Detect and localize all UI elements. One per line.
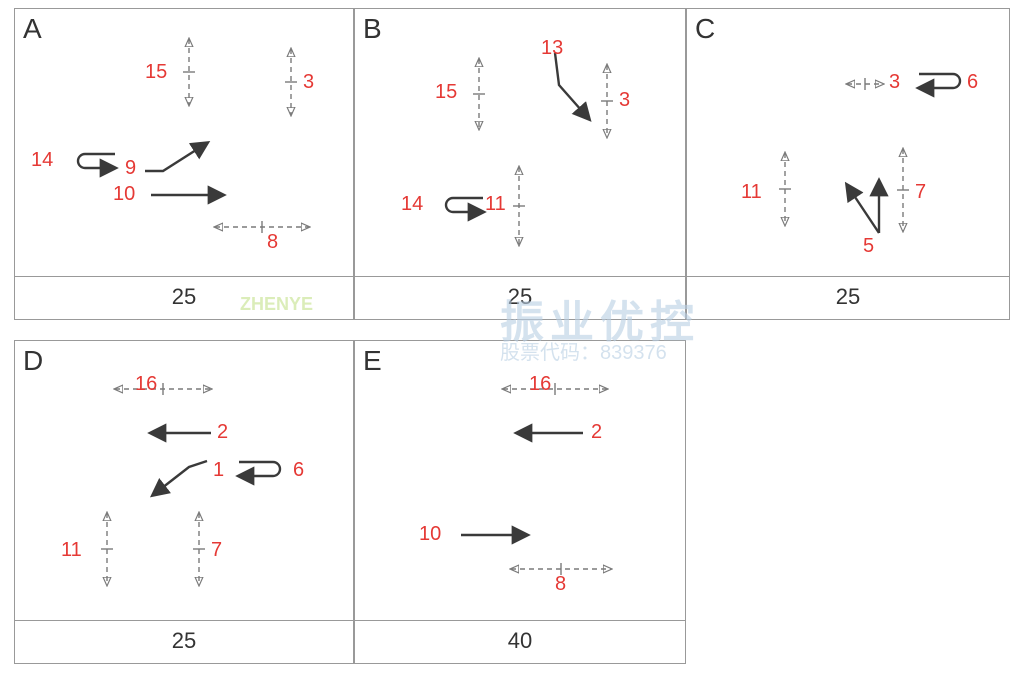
label-n2: 2 xyxy=(591,421,602,444)
panel-letter: D xyxy=(23,345,43,377)
arrow-diag_13 xyxy=(555,53,589,119)
arrow-va_11 xyxy=(101,513,113,585)
label-n11: 11 xyxy=(61,539,82,562)
label-n6: 6 xyxy=(967,71,978,94)
panel-body: A 15 3 14 9 10 8 xyxy=(15,9,353,277)
label-n6: 6 xyxy=(293,459,304,482)
panel-letter: B xyxy=(363,13,382,45)
arrow-uturn_6 xyxy=(239,462,280,476)
label-n2: 2 xyxy=(217,421,228,444)
panel-c: C 3 6 11 7 5 25 xyxy=(686,8,1010,320)
panel-body: B 13 15 3 14 11 xyxy=(355,9,685,277)
panel-d: D1621611725 xyxy=(14,340,354,664)
label-n10: 10 xyxy=(419,523,441,546)
panel-b: B 13 15 3 14 11 25 xyxy=(354,8,686,320)
label-n3: 3 xyxy=(889,71,900,94)
arrow-va_15 xyxy=(473,59,485,129)
arrow-uturn_14 xyxy=(78,154,115,168)
label-n3: 3 xyxy=(303,71,314,94)
panel-body: E 16 2 10 8 xyxy=(355,341,685,621)
label-n16: 16 xyxy=(135,373,157,396)
arrow-va_11 xyxy=(779,153,791,225)
arrow-uturn_6 xyxy=(919,74,960,88)
arrow-diag_5a xyxy=(847,185,879,233)
arrow-va_7 xyxy=(897,149,909,231)
label-n1: 1 xyxy=(213,459,224,482)
label-n11: 11 xyxy=(741,181,762,204)
label-n15: 15 xyxy=(145,61,167,84)
label-n7: 7 xyxy=(211,539,222,562)
arrow-diag_1 xyxy=(153,461,207,495)
label-n3: 3 xyxy=(619,89,630,112)
label-n5: 5 xyxy=(863,235,874,258)
panel-a: A 15 3 14 9 10 8 25 xyxy=(14,8,354,320)
panel-footer-value: 40 xyxy=(355,619,685,663)
label-n15: 15 xyxy=(435,81,457,104)
arrow-va_3 xyxy=(601,65,613,137)
panel-letter: A xyxy=(23,13,42,45)
arrow-uturn_14 xyxy=(446,198,483,212)
arrow-ha_8 xyxy=(215,221,309,233)
arrow-va_7 xyxy=(193,513,205,585)
label-n14: 14 xyxy=(401,193,423,216)
arrow-ha_16 xyxy=(503,383,607,395)
label-n14: 14 xyxy=(31,149,53,172)
label-n9: 9 xyxy=(125,157,136,180)
panel-e: E 16 2 10 8 40 xyxy=(354,340,686,664)
label-n8: 8 xyxy=(555,573,566,596)
arrow-va_11 xyxy=(513,167,525,245)
panel-footer-value: 25 xyxy=(355,275,685,319)
arrow-ha_16 xyxy=(115,383,211,395)
arrow-va_3 xyxy=(285,49,297,115)
arrow-diag_9 xyxy=(145,143,207,171)
panel-letter: E xyxy=(363,345,382,377)
panel-footer-value: 25 xyxy=(15,275,353,319)
label-n13: 13 xyxy=(541,37,563,60)
arrow-ha_3 xyxy=(847,78,883,90)
panel-footer-value: 25 xyxy=(687,275,1009,319)
label-n8: 8 xyxy=(267,231,278,254)
label-n10: 10 xyxy=(113,183,135,206)
panel-footer-value: 25 xyxy=(15,619,353,663)
label-n16: 16 xyxy=(529,373,551,396)
panel-body: D16216117 xyxy=(15,341,353,621)
arrow-va_15 xyxy=(183,39,195,105)
label-n7: 7 xyxy=(915,181,926,204)
panel-letter: C xyxy=(695,13,715,45)
panel-body: C 3 6 11 7 5 xyxy=(687,9,1009,277)
label-n11: 11 xyxy=(485,193,506,216)
